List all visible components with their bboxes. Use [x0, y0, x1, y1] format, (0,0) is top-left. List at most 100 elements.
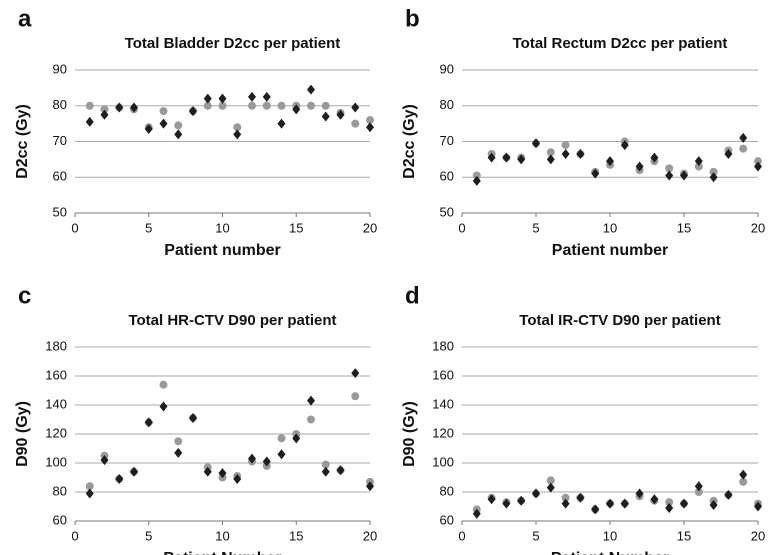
x-tick-label: 15 [677, 528, 691, 543]
diamond-point [336, 109, 345, 120]
diamond-point [100, 455, 109, 466]
diamond-point [517, 495, 526, 506]
diamond-point [262, 91, 271, 102]
diamond-point [277, 449, 286, 460]
circle-point [174, 121, 183, 130]
diamond-point [307, 395, 315, 406]
diamond-point [561, 498, 570, 509]
x-tick-label: 10 [603, 220, 617, 235]
diamond-point [130, 102, 138, 113]
diamond-point [546, 154, 555, 165]
circle-point [366, 116, 374, 125]
circle-point [174, 437, 183, 446]
diamond-point [321, 466, 330, 477]
y-axis-label: D2cc (Gy) [14, 104, 31, 179]
diamond-point [144, 417, 153, 428]
circle-point [277, 101, 286, 110]
diamond-point [85, 488, 94, 499]
diamond-point [620, 140, 629, 151]
chart-title: Total IR-CTV D90 per patient [519, 312, 720, 329]
diamond-point [591, 168, 600, 179]
y-tick-label: 80 [53, 97, 67, 112]
diamond-point [292, 433, 301, 444]
y-tick-label: 80 [440, 97, 454, 112]
circle-point [546, 148, 555, 157]
circle-point [561, 493, 570, 502]
diamond-point [233, 129, 242, 140]
diamond-point [635, 161, 644, 172]
x-tick-label: 5 [532, 528, 539, 543]
diamond-point [262, 456, 271, 467]
diamond-point [754, 161, 762, 172]
circle-point [277, 434, 286, 443]
x-tick-label: 15 [289, 220, 303, 235]
circle-point [100, 105, 109, 114]
y-tick-label: 50 [53, 204, 67, 219]
y-tick-label: 90 [53, 61, 67, 76]
x-axis-label: Patient number [552, 242, 668, 259]
y-tick-label: 80 [53, 483, 67, 498]
diamond-point [159, 401, 168, 412]
x-tick-label: 5 [532, 220, 539, 235]
diamond-point [739, 469, 748, 480]
circle-point [321, 101, 330, 110]
x-tick-label: 10 [215, 528, 229, 543]
y-axis-label: D90 (Gy) [401, 401, 418, 467]
x-tick-label: 10 [215, 220, 229, 235]
circle-point [561, 141, 570, 150]
diamond-point [532, 138, 540, 149]
circle-point [248, 101, 256, 110]
circle-point [472, 171, 481, 180]
diamond-point [144, 123, 153, 134]
x-tick-label: 5 [145, 528, 152, 543]
diamond-point [694, 481, 703, 492]
circle-point [546, 476, 555, 485]
circle-point [159, 107, 168, 116]
y-tick-label: 180 [45, 338, 67, 353]
circle-point [754, 157, 762, 166]
diamond-point [739, 132, 748, 143]
diamond-point [709, 500, 718, 511]
diamond-point [248, 453, 256, 464]
diamond-point [502, 152, 511, 163]
y-tick-label: 100 [432, 454, 454, 469]
y-tick-label: 60 [440, 512, 454, 527]
diamond-point [174, 447, 183, 458]
y-tick-label: 60 [53, 169, 67, 184]
circle-point [85, 101, 94, 110]
diamond-point [277, 118, 286, 129]
panel-letter: b [405, 5, 420, 32]
diamond-point [115, 473, 124, 484]
diamond-point [85, 116, 94, 127]
circle-point [739, 144, 748, 153]
diamond-point [218, 93, 227, 104]
diamond-point [709, 172, 718, 183]
diamond-point [606, 156, 614, 167]
chart-title: Total Bladder D2cc per patient [125, 35, 341, 52]
y-tick-label: 50 [440, 204, 454, 219]
diamond-point [336, 465, 345, 476]
diamond-point [517, 154, 526, 165]
y-tick-label: 160 [45, 367, 67, 382]
y-tick-label: 140 [45, 396, 67, 411]
circle-point [307, 415, 315, 424]
diamond-point [321, 111, 330, 122]
y-tick-label: 180 [432, 338, 454, 353]
x-tick-label: 20 [751, 220, 765, 235]
diamond-point [292, 104, 301, 115]
x-tick-label: 5 [145, 220, 152, 235]
circle-point [307, 101, 315, 110]
y-tick-label: 160 [432, 367, 454, 382]
circle-point [218, 101, 227, 110]
y-tick-label: 140 [432, 396, 454, 411]
y-tick-label: 60 [440, 169, 454, 184]
panel-letter: c [18, 282, 31, 309]
x-axis-label: Patient Number [551, 550, 669, 555]
diamond-point [650, 152, 659, 163]
circle-point [159, 380, 168, 389]
diamond-point [606, 498, 614, 509]
circle-point [665, 498, 674, 507]
diamond-point [665, 502, 674, 513]
diamond-point [680, 170, 688, 181]
